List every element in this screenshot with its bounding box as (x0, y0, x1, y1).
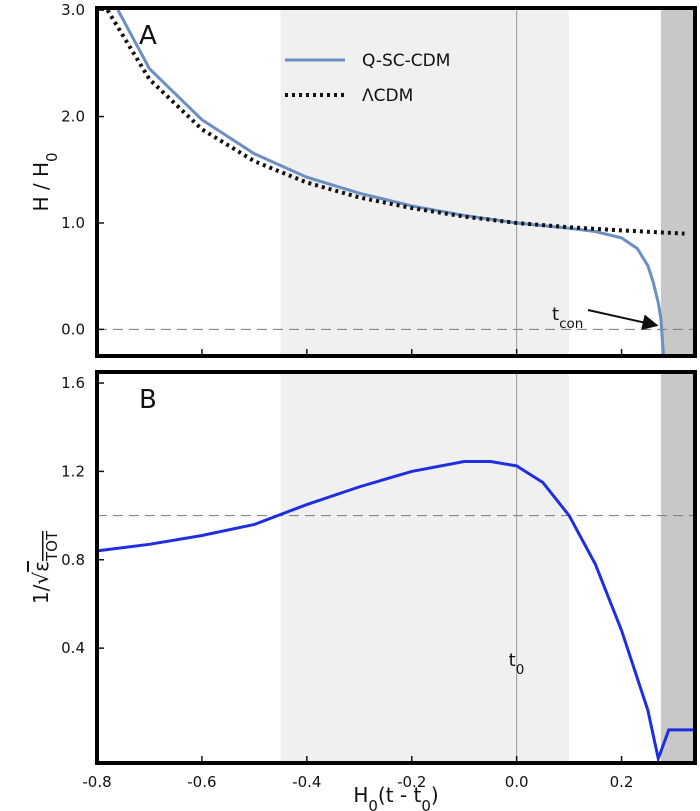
shaded-region (660, 372, 695, 763)
legend-label: Q-SC-CDM (362, 51, 450, 71)
y-tick-label: 1.6 (61, 374, 85, 392)
y-tick-label: 0.8 (61, 551, 85, 569)
data-line (105, 9, 685, 236)
y-tick-label: 1.2 (61, 462, 85, 480)
label-part: H (353, 783, 368, 807)
x-tick-label: 0.2 (610, 773, 634, 791)
label-part: TOT (43, 530, 61, 562)
frame (95, 370, 697, 765)
label-part: 0 (368, 797, 378, 811)
label-part: 0 (43, 152, 61, 162)
y-axis-label: 1/√εTOT (29, 530, 61, 604)
y-tick-label: 0.4 (61, 639, 85, 657)
y-tick-label: 1.0 (61, 214, 85, 232)
label-part: ε (29, 561, 53, 572)
y-tick-label: 3.0 (61, 1, 85, 19)
shaded-region (280, 372, 570, 763)
x-tick-label: -0.2 (397, 773, 426, 791)
panel-label: B (139, 385, 157, 415)
data-line (97, 459, 695, 763)
y-tick-label: 0.0 (61, 320, 85, 338)
annotation: t0 (509, 650, 525, 678)
x-tick-label: -0.6 (187, 773, 216, 791)
label-part: H / H (29, 162, 53, 212)
label-part: 0 (516, 662, 525, 678)
shaded-region (280, 8, 570, 356)
label-part: t (509, 650, 516, 671)
frame (95, 6, 697, 358)
shaded-region (660, 8, 695, 356)
x-tick-label: -0.8 (82, 773, 111, 791)
label-part: 1/√ (29, 572, 53, 604)
annotation-arrow (587, 309, 659, 331)
label-part: con (559, 316, 583, 332)
y-tick-label: 2.0 (61, 108, 85, 126)
annotation: tcon (552, 304, 583, 332)
panel-label: A (139, 21, 157, 51)
label-part: 0 (421, 797, 431, 811)
legend-label: ΛCDM (362, 86, 413, 106)
x-axis-label: H0(t - t0) (353, 783, 438, 811)
x-tick-label: 0.0 (505, 773, 529, 791)
label-part: ) (431, 783, 439, 807)
x-tick-label: -0.4 (292, 773, 321, 791)
label-part: (t - t (378, 783, 422, 807)
label-part: t (552, 304, 559, 325)
y-axis-label: H / H0 (29, 152, 61, 211)
